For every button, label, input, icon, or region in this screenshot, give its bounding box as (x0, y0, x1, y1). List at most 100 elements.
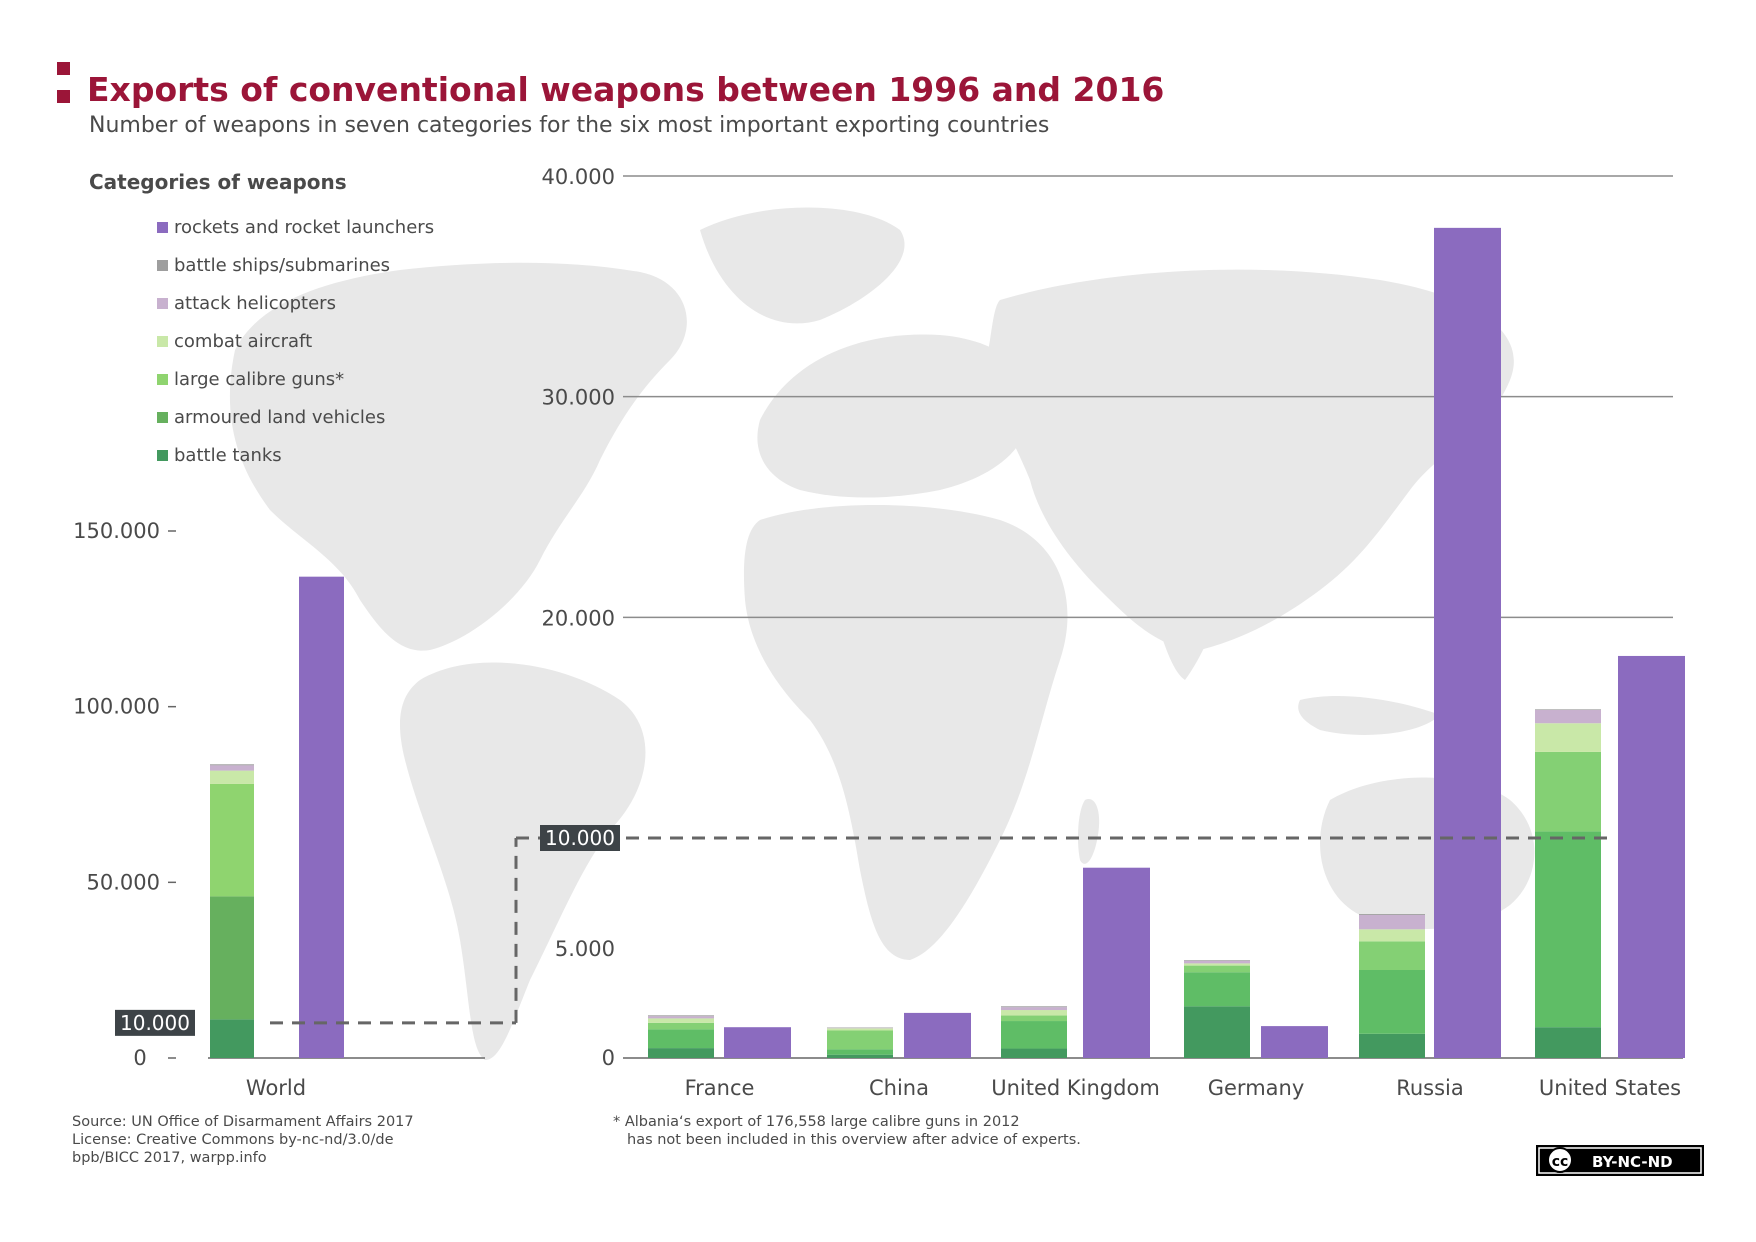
map-asia (988, 269, 1514, 650)
cc-icon-text: cc (1552, 1154, 1569, 1170)
x-category-label-germany: Germany (1208, 1076, 1305, 1100)
highlight-label-world: 10.000 (120, 1011, 190, 1035)
bar-russia-battle-tanks (1359, 1033, 1425, 1058)
highlight-label-countries: 10.000 (545, 826, 615, 850)
title-marker-bottom (57, 90, 70, 103)
x-category-label-united-states: United States (1539, 1076, 1681, 1100)
license-badge: cc BY-NC-ND (1536, 1145, 1704, 1176)
bar-united-kingdom-attack-helicopters (1001, 1007, 1067, 1011)
bar-germany-battle-ships-submarines (1184, 960, 1250, 961)
bar-france-combat-aircraft (648, 1018, 714, 1023)
bar-germany-rockets-and-rocket-launchers (1261, 1026, 1328, 1058)
bar-united-states-attack-helicopters (1535, 710, 1601, 724)
bar-world-battle-ships-submarines (210, 764, 254, 766)
bar-france-armoured-land-vehicles (648, 1029, 714, 1049)
map-indonesia (1298, 695, 1440, 735)
bar-world-rockets-and-rocket-launchers (299, 576, 344, 1058)
bar-germany-combat-aircraft (1184, 963, 1250, 966)
cc-icon (1547, 1147, 1573, 1173)
map-north-america (229, 262, 687, 651)
map-africa (743, 505, 1068, 960)
map-india (1150, 536, 1226, 680)
bar-china-large-calibre-guns (827, 1030, 893, 1050)
bar-france-large-calibre-guns (648, 1022, 714, 1030)
bar-united-states-large-calibre-guns (1535, 751, 1601, 832)
x-category-label-russia: Russia (1396, 1076, 1464, 1100)
world-y-tick-label: 50.000 (87, 870, 160, 894)
countries-panel: 0 5.000 20.000 30.000 40.000 France China Unite… (542, 165, 1685, 1100)
bar-germany-battle-tanks (1184, 1006, 1250, 1058)
legend-label-battle-ships-submarines: battle ships/submarines (174, 255, 390, 276)
bar-germany-large-calibre-guns (1184, 965, 1250, 973)
bar-united-kingdom-armoured-land-vehicles (1001, 1021, 1067, 1049)
bar-united-states-combat-aircraft (1535, 723, 1601, 752)
bar-china-battle-tanks (827, 1054, 893, 1058)
highlight-label-box-world (115, 1009, 195, 1036)
bar-united-states-battle-tanks (1535, 1027, 1601, 1058)
title-marker-top (57, 62, 70, 75)
bar-france-attack-helicopters (648, 1016, 714, 1019)
bar-united-states-armoured-land-vehicles (1535, 831, 1601, 1028)
bar-united-kingdom-rockets-and-rocket-launchers (1083, 867, 1150, 1058)
world-y-tick-label: 150.000 (73, 519, 160, 543)
bar-world-combat-aircraft (210, 770, 254, 784)
map-australia (1320, 777, 1535, 929)
footnote-line-2: has not been included in this overview a… (627, 1132, 1081, 1148)
bar-russia-battle-ships-submarines (1359, 914, 1425, 915)
legend-label-armoured-land-vehicles: armoured land vehicles (174, 407, 385, 428)
bar-russia-armoured-land-vehicles (1359, 970, 1425, 1034)
map-europe (757, 334, 1032, 498)
legend-swatch-armoured-land-vehicles (157, 412, 168, 423)
x-category-label-china: China (869, 1076, 929, 1100)
bar-germany-armoured-land-vehicles (1184, 972, 1250, 1007)
license-text: BY-NC-ND (1592, 1153, 1673, 1171)
bar-united-kingdom-large-calibre-guns (1001, 1015, 1067, 1022)
x-category-label-united-kingdom: United Kingdom (991, 1076, 1160, 1100)
bar-united-states-rockets-and-rocket-launchers (1618, 655, 1685, 1058)
map-south-america (400, 662, 646, 1060)
bar-united-states-battle-ships-submarines (1535, 709, 1601, 711)
legend: rockets and rocket launchers battle ships… (157, 217, 434, 466)
bar-russia-rockets-and-rocket-launchers (1434, 227, 1501, 1058)
chart-title: Exports of conventional weapons between … (87, 70, 1164, 109)
x-category-label-france: France (685, 1076, 755, 1100)
bar-world-armoured-land-vehicles (210, 896, 254, 1020)
bar-russia-combat-aircraft (1359, 929, 1425, 942)
bar-germany-attack-helicopters (1184, 960, 1250, 964)
world-panel: 0 50.000 100.000 150.000 World (73, 519, 485, 1100)
source-line-2: License: Creative Commons by-nc-nd/3.0/d… (72, 1132, 394, 1148)
bar-france-battle-tanks (648, 1048, 714, 1058)
highlight-label-box-countries (540, 825, 620, 851)
legend-swatch-large-calibre-guns (157, 374, 168, 385)
legend-label-rockets-and-rocket-launchers: rockets and rocket launchers (174, 217, 434, 238)
bar-france-rockets-and-rocket-launchers (724, 1027, 791, 1058)
bar-world-attack-helicopters (210, 765, 254, 771)
countries-y-tick-label: 40.000 (542, 165, 615, 189)
source-note: Source: UN Office of Disarmament Affairs… (72, 1114, 414, 1166)
bar-russia-attack-helicopters (1359, 915, 1425, 930)
bar-united-kingdom-battle-ships-submarines (1001, 1006, 1067, 1008)
bar-world-battle-tanks (210, 1019, 254, 1058)
legend-label-large-calibre-guns: large calibre guns* (174, 369, 344, 390)
x-category-label-world: World (246, 1076, 306, 1100)
world-y-tick-label: 100.000 (73, 695, 160, 719)
world-map-background (229, 207, 1535, 1060)
countries-y-tick-label: 0 (602, 1046, 615, 1070)
map-greenland (700, 207, 905, 324)
bar-united-kingdom-battle-tanks (1001, 1048, 1067, 1058)
bar-china-armoured-land-vehicles (827, 1049, 893, 1055)
highlight-10000-connector: 10.000 10.000 (115, 825, 1608, 1036)
footnote: * Albania‘s export of 176,558 large cali… (613, 1114, 1081, 1148)
countries-y-tick-label: 20.000 (542, 606, 615, 630)
bar-china-combat-aircraft (827, 1028, 893, 1031)
chart-subtitle: Number of weapons in seven categories fo… (89, 113, 1049, 138)
legend-swatch-attack-helicopters (157, 298, 168, 309)
bar-world-large-calibre-guns (210, 783, 254, 897)
legend-label-attack-helicopters: attack helicopters (174, 293, 336, 314)
bar-france-battle-ships-submarines (648, 1015, 714, 1017)
footnote-line-1: * Albania‘s export of 176,558 large cali… (613, 1114, 1020, 1130)
legend-swatch-battle-tanks (157, 450, 168, 461)
countries-y-tick-label: 5.000 (555, 937, 615, 961)
countries-y-tick-label: 30.000 (542, 386, 615, 410)
